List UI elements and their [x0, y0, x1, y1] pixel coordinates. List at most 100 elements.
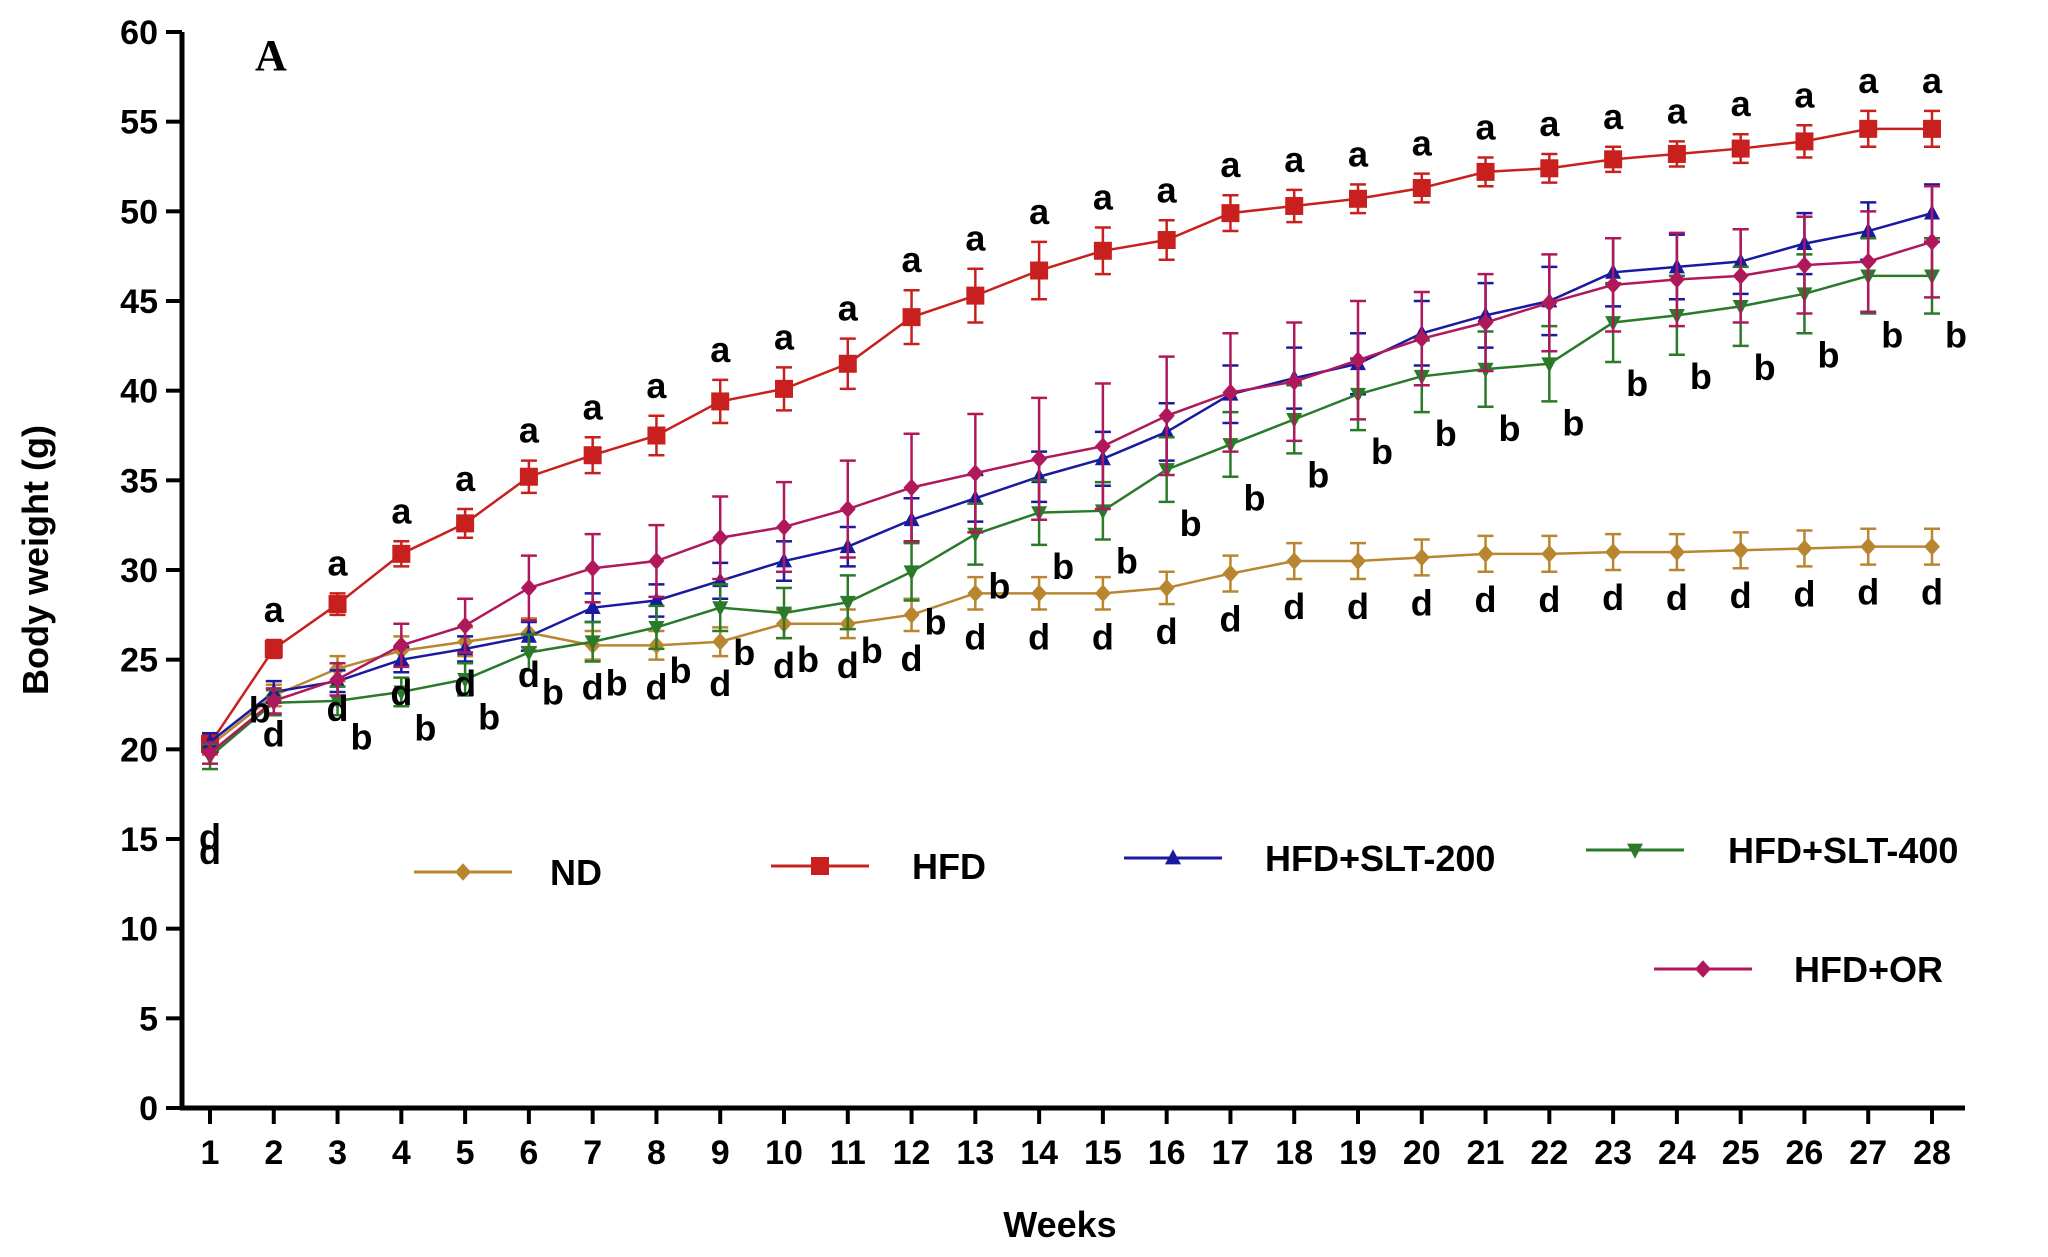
- significance-letter: d: [1411, 582, 1433, 623]
- data-point: [1859, 119, 1878, 138]
- significance-letter: b: [733, 632, 755, 673]
- data-point: [1350, 552, 1366, 570]
- legend-item-nd: ND: [414, 852, 602, 893]
- significance-letter: a: [646, 365, 667, 406]
- data-point: [519, 467, 538, 486]
- data-point: [584, 598, 601, 615]
- significance-letter: a: [965, 218, 986, 259]
- significance-letter: b: [1817, 334, 1839, 375]
- x-tick-label: 1: [201, 1134, 220, 1172]
- x-tick-label: 11: [830, 1134, 866, 1172]
- significance-letter: d: [582, 667, 604, 708]
- data-point: [1031, 584, 1048, 603]
- significance-letter: a: [774, 316, 795, 357]
- data-point: [329, 670, 346, 689]
- data-point: [328, 595, 347, 614]
- significance-letter: b: [797, 639, 819, 680]
- significance-letter: d: [773, 645, 795, 686]
- significance-letter: d: [1857, 572, 1879, 613]
- significance-letter: b: [1243, 478, 1265, 519]
- data-point: [711, 392, 730, 411]
- significance-letter: d: [901, 638, 923, 679]
- significance-letter: a: [902, 239, 923, 280]
- x-tick-label: 20: [1403, 1134, 1441, 1172]
- legend-marker: [1165, 849, 1181, 865]
- significance-letter: d: [1028, 616, 1050, 657]
- data-point: [329, 694, 346, 710]
- data-point: [393, 685, 410, 701]
- y-tick-label: 25: [120, 642, 158, 680]
- significance-letter: d: [1283, 586, 1305, 627]
- data-point: [712, 632, 729, 651]
- significance-letter: a: [1858, 60, 1879, 101]
- data-point: [839, 595, 856, 612]
- legend-item-hfd-slt-400: HFD+SLT-400: [1586, 830, 1958, 871]
- significance-letter: a: [1348, 133, 1369, 174]
- data-point: [1221, 204, 1240, 223]
- significance-letter: b: [249, 690, 271, 731]
- y-tick-label: 45: [120, 283, 158, 321]
- significance-letter: a: [1539, 103, 1560, 144]
- y-tick-label: 35: [120, 462, 158, 500]
- series-line: [208, 127, 1932, 745]
- data-point: [1350, 351, 1366, 369]
- significance-letter: d: [199, 817, 221, 858]
- x-tick-label: 16: [1148, 1134, 1186, 1172]
- x-tick-label: 2: [264, 1134, 283, 1172]
- legend-marker: [455, 863, 471, 881]
- x-tick-label: 10: [765, 1134, 803, 1172]
- data-point: [1413, 548, 1430, 567]
- significance-letter: a: [455, 458, 476, 499]
- significance-letter: b: [1499, 408, 1521, 449]
- y-axis-title: Body weight (g): [15, 425, 56, 695]
- x-tick-label: 13: [956, 1134, 994, 1172]
- legend-marker: [1695, 960, 1711, 978]
- y-tick-label: 15: [120, 821, 158, 859]
- legend-marker: [811, 857, 829, 875]
- series-line: [209, 240, 1933, 754]
- significance-letter: d: [837, 645, 859, 686]
- data-point: [1860, 252, 1877, 271]
- data-point: [648, 591, 665, 607]
- y-tick-label: 10: [120, 911, 158, 949]
- data-point: [265, 692, 282, 710]
- data-point: [583, 446, 602, 465]
- data-point: [1285, 196, 1304, 215]
- data-point: [1732, 267, 1749, 285]
- significance-letter: d: [1666, 577, 1688, 618]
- significance-letter: d: [1793, 573, 1815, 614]
- data-point: [1860, 537, 1877, 556]
- significance-letter: a: [1667, 90, 1688, 131]
- data-point: [1796, 256, 1813, 274]
- significance-letter: d: [390, 672, 412, 713]
- legend-item-hfd-or: HFD+OR: [1654, 949, 1943, 990]
- data-point: [457, 672, 474, 689]
- significance-letter: a: [1093, 176, 1114, 217]
- significance-letter: a: [1412, 123, 1433, 164]
- data-point: [1923, 119, 1941, 138]
- data-point: [1286, 372, 1303, 391]
- significance-letter: a: [519, 410, 540, 451]
- x-tick-label: 3: [328, 1134, 347, 1172]
- data-point: [648, 552, 665, 570]
- significance-letter: d: [964, 616, 986, 657]
- data-point: [1477, 313, 1494, 332]
- significance-letter: d: [1219, 599, 1241, 640]
- data-point: [1222, 383, 1239, 402]
- significance-letter: d: [709, 663, 731, 704]
- data-point: [903, 606, 920, 624]
- x-tick-label: 25: [1722, 1134, 1760, 1172]
- significance-letter: a: [1220, 144, 1241, 185]
- data-point: [712, 528, 729, 547]
- data-point: [1732, 541, 1749, 560]
- significance-letter: b: [1626, 363, 1648, 404]
- significance-letter: b: [861, 630, 883, 671]
- data-point: [520, 646, 537, 662]
- panel-label: A: [255, 31, 287, 80]
- series-hfd-or: [202, 184, 1940, 765]
- data-point: [903, 565, 920, 581]
- significance-letter: a: [1794, 74, 1815, 115]
- x-axis-ticks: 1 2 3 4 5 6 7 8 9 10 11 12 13 14 15 16 17 18 19 20 21 22 23 24 2…: [201, 1108, 1951, 1172]
- x-tick-label: 17: [1212, 1134, 1250, 1172]
